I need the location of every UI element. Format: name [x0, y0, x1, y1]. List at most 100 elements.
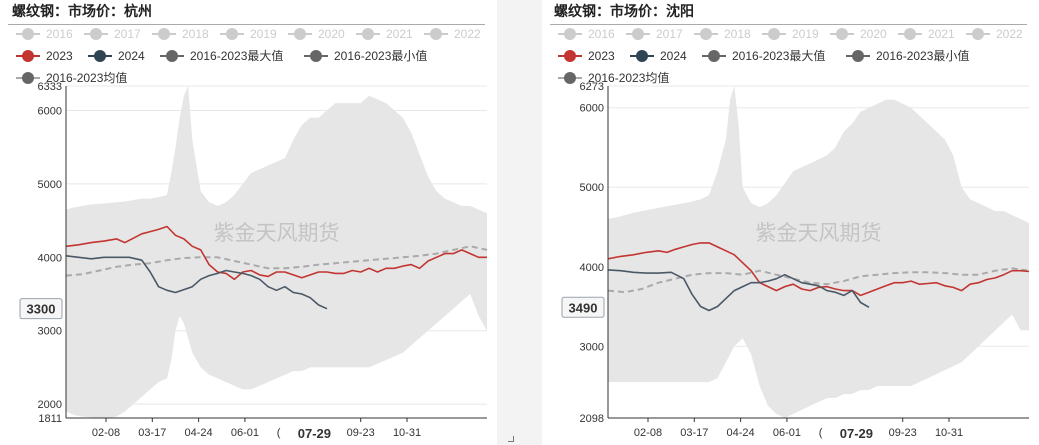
- legend-item-2024[interactable]: 2024: [88, 48, 145, 64]
- watermark-text: 紫金天风期货: [214, 222, 340, 245]
- legend-item-2023[interactable]: 2023: [16, 48, 73, 64]
- legend-item-2016-2023均值[interactable]: 2016-2023均值: [16, 70, 127, 86]
- y-tick-label: 2098: [580, 413, 604, 425]
- legend-item-2024[interactable]: 2024: [630, 48, 687, 64]
- legend-item-2021[interactable]: 2021: [356, 26, 413, 42]
- y-tick-label: 5000: [38, 179, 62, 191]
- y-axis-pointer-badge: [561, 296, 605, 318]
- legend-item-2016-2023最大值[interactable]: 2016-2023最大值: [702, 48, 825, 64]
- legend-item-2016-2023均值[interactable]: 2016-2023均值: [558, 70, 669, 86]
- legend-item-2016[interactable]: 2016: [16, 26, 73, 42]
- legend-dot-icon: [310, 50, 322, 62]
- legend-label: 2021: [928, 27, 955, 41]
- series-line-2024: [65, 255, 328, 310]
- legend-dot-icon: [636, 50, 648, 62]
- x-axis-pointer-value: 07-29: [840, 426, 873, 441]
- legend-dot-icon: [972, 28, 984, 40]
- legend-item-2016[interactable]: 2016: [558, 26, 615, 42]
- legend-dot-icon: [430, 28, 442, 40]
- x-tick-label: 04-24: [185, 427, 213, 439]
- legend-dot-icon: [362, 28, 374, 40]
- series-line-2023: [65, 225, 487, 281]
- legend-dot-icon: [700, 28, 712, 40]
- legend-dot-icon: [768, 28, 780, 40]
- series-line-2023: [607, 242, 1030, 297]
- legend-dot-icon: [22, 72, 34, 84]
- x-tick-label: 10-31: [935, 427, 963, 439]
- x-tick-label: 06-01: [231, 427, 259, 439]
- y-tick-label: 4000: [580, 262, 604, 274]
- legend-dot-icon: [158, 28, 170, 40]
- legend-label: 2016-2023最小值: [334, 49, 428, 63]
- legend-label: 2017: [656, 27, 683, 41]
- y-tick-label: 3000: [580, 341, 604, 353]
- legend-label: 2022: [454, 27, 481, 41]
- y-tick-label: 4000: [38, 252, 62, 264]
- legend-label: 2020: [860, 27, 887, 41]
- legend-label: 2020: [318, 27, 345, 41]
- legend-item-2020[interactable]: 2020: [288, 26, 345, 42]
- chart-title: 螺纹钢：市场价：杭州: [12, 4, 152, 20]
- x-tick-label: 03-17: [680, 427, 708, 439]
- legend-item-2018[interactable]: 2018: [694, 26, 751, 42]
- legend-dot-icon: [564, 50, 576, 62]
- y-axis-pointer-badge: [19, 298, 63, 320]
- legend-label: 2018: [724, 27, 751, 41]
- x-tick-label: 06-01: [773, 427, 801, 439]
- legend-label: 2016-2023最小值: [876, 49, 970, 63]
- legend-item-2016-2023最小值[interactable]: 2016-2023最小值: [846, 48, 969, 64]
- y-tick-label: 5000: [580, 182, 604, 194]
- legend-dot-icon: [226, 28, 238, 40]
- x-tick-label: 09-23: [347, 427, 375, 439]
- legend-item-2023[interactable]: 2023: [558, 48, 615, 64]
- y-axis-pointer-value: 3300: [27, 302, 56, 317]
- legend-label: 2016: [46, 27, 73, 41]
- legend-label: 2024: [118, 49, 145, 63]
- legend-dot-icon: [564, 72, 576, 84]
- x-axis-pointer-value: 07-29: [298, 426, 331, 441]
- legend-label: 2019: [792, 27, 819, 41]
- legend-item-2018[interactable]: 2018: [152, 26, 209, 42]
- y-tick-label: 6273: [580, 81, 604, 93]
- y-tick-label: 2000: [38, 399, 62, 411]
- series-line-average: [607, 267, 1030, 294]
- legend-item-2016-2023最小值[interactable]: 2016-2023最小值: [304, 48, 427, 64]
- x-tick-label: 10-31: [393, 427, 421, 439]
- legend-dot-icon: [632, 28, 644, 40]
- chart-title: 螺纹钢：市场价：沈阳: [554, 4, 694, 20]
- legend-label: 2016-2023最大值: [732, 49, 826, 63]
- legend-dot-icon: [90, 28, 102, 40]
- legend-dot-icon: [564, 28, 576, 40]
- x-tick-label: 03-17: [138, 427, 166, 439]
- legend-item-2020[interactable]: 2020: [830, 26, 887, 42]
- legend-item-2017[interactable]: 2017: [84, 26, 141, 42]
- panel-gap: [497, 0, 542, 445]
- legend-item-2016-2023最大值[interactable]: 2016-2023最大值: [160, 48, 283, 64]
- legend-dot-icon: [836, 28, 848, 40]
- chart-plot: 2098 3000 4000 5000 6000 6273 紫金天风期货 02-08 03-17…: [561, 81, 1030, 443]
- y-tick-label: 6000: [580, 103, 604, 115]
- legend-label: 2023: [588, 49, 615, 63]
- x-tick-label-partial: (: [819, 427, 823, 439]
- legend-item-2019[interactable]: 2019: [220, 26, 277, 42]
- legend-label: 2019: [250, 27, 277, 41]
- y-tick-label: 1811: [38, 413, 62, 425]
- legend-item-2022[interactable]: 2022: [424, 26, 481, 42]
- x-axis-pointer-badge: [832, 421, 881, 443]
- legend-item-2017[interactable]: 2017: [626, 26, 683, 42]
- legend-dot-icon: [852, 50, 864, 62]
- y-tick-label: 6000: [38, 105, 62, 117]
- x-tick-label-partial: (: [277, 427, 281, 439]
- title-divider: [550, 24, 1027, 25]
- legend-dot-icon: [904, 28, 916, 40]
- resize-handle[interactable]: [508, 436, 514, 442]
- legend-item-2021[interactable]: 2021: [898, 26, 955, 42]
- legend-dot-icon: [22, 50, 34, 62]
- legend-label: 2022: [996, 27, 1023, 41]
- max-min-band: [66, 86, 487, 418]
- legend-item-2019[interactable]: 2019: [762, 26, 819, 42]
- legend-label: 2016-2023均值: [46, 71, 128, 85]
- x-axis-pointer-badge: [290, 421, 339, 443]
- legend-label: 2016-2023最大值: [190, 49, 284, 63]
- legend-item-2022[interactable]: 2022: [966, 26, 1023, 42]
